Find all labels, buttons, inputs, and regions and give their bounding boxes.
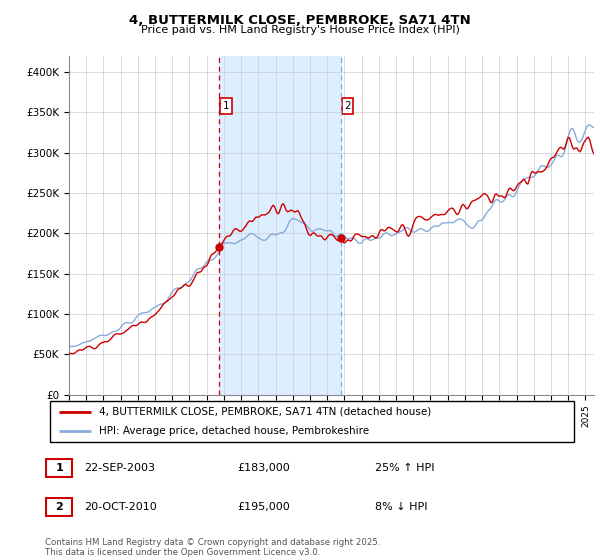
FancyBboxPatch shape (46, 498, 73, 516)
Text: £183,000: £183,000 (237, 463, 290, 473)
FancyBboxPatch shape (46, 459, 73, 477)
FancyBboxPatch shape (50, 401, 574, 441)
Text: 2: 2 (344, 101, 351, 111)
Text: 8% ↓ HPI: 8% ↓ HPI (375, 502, 427, 512)
Text: Price paid vs. HM Land Registry's House Price Index (HPI): Price paid vs. HM Land Registry's House … (140, 25, 460, 35)
Text: 22-SEP-2003: 22-SEP-2003 (84, 463, 155, 473)
Text: HPI: Average price, detached house, Pembrokeshire: HPI: Average price, detached house, Pemb… (99, 426, 369, 436)
Text: 4, BUTTERMILK CLOSE, PEMBROKE, SA71 4TN (detached house): 4, BUTTERMILK CLOSE, PEMBROKE, SA71 4TN … (99, 407, 431, 417)
Text: 1: 1 (56, 463, 63, 473)
Text: 2: 2 (56, 502, 63, 512)
Text: 1: 1 (223, 101, 229, 111)
Text: 20-OCT-2010: 20-OCT-2010 (84, 502, 157, 512)
Text: Contains HM Land Registry data © Crown copyright and database right 2025.
This d: Contains HM Land Registry data © Crown c… (45, 538, 380, 557)
Bar (219, 56, 341, 395)
Text: 25% ↑ HPI: 25% ↑ HPI (375, 463, 434, 473)
Text: £195,000: £195,000 (237, 502, 290, 512)
Text: 4, BUTTERMILK CLOSE, PEMBROKE, SA71 4TN: 4, BUTTERMILK CLOSE, PEMBROKE, SA71 4TN (129, 14, 471, 27)
